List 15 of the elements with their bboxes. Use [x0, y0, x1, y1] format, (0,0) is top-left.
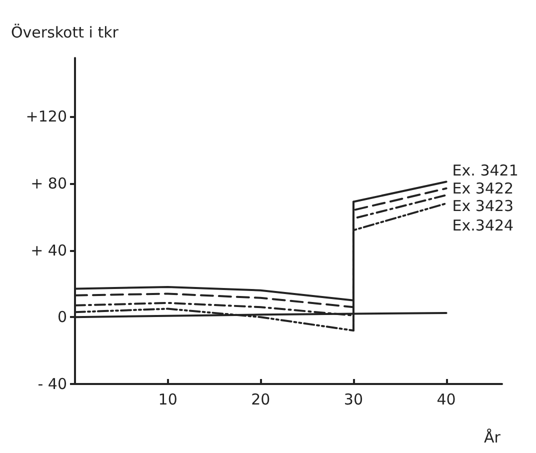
- x-tick-label: 20: [251, 390, 270, 408]
- x-tick-label: 40: [436, 390, 456, 408]
- x-axis-title: År: [484, 428, 502, 446]
- y-axis-title: Överskott i tkr: [11, 24, 120, 42]
- series-label: Ex 3423: [452, 197, 514, 216]
- series-label: Ex.3424: [452, 216, 514, 234]
- y-tick-label: +120: [26, 108, 67, 126]
- series-label: Ex. 3421: [452, 162, 518, 180]
- x-tick-label: 30: [344, 390, 364, 408]
- x-tick-label: 10: [158, 390, 178, 408]
- series-label: Ex 3422: [452, 179, 514, 198]
- y-tick-label: + 40: [30, 241, 67, 260]
- y-tick-label: 0: [57, 308, 67, 326]
- y-tick-label: + 80: [30, 174, 67, 192]
- y-tick-label: - 40: [38, 375, 67, 393]
